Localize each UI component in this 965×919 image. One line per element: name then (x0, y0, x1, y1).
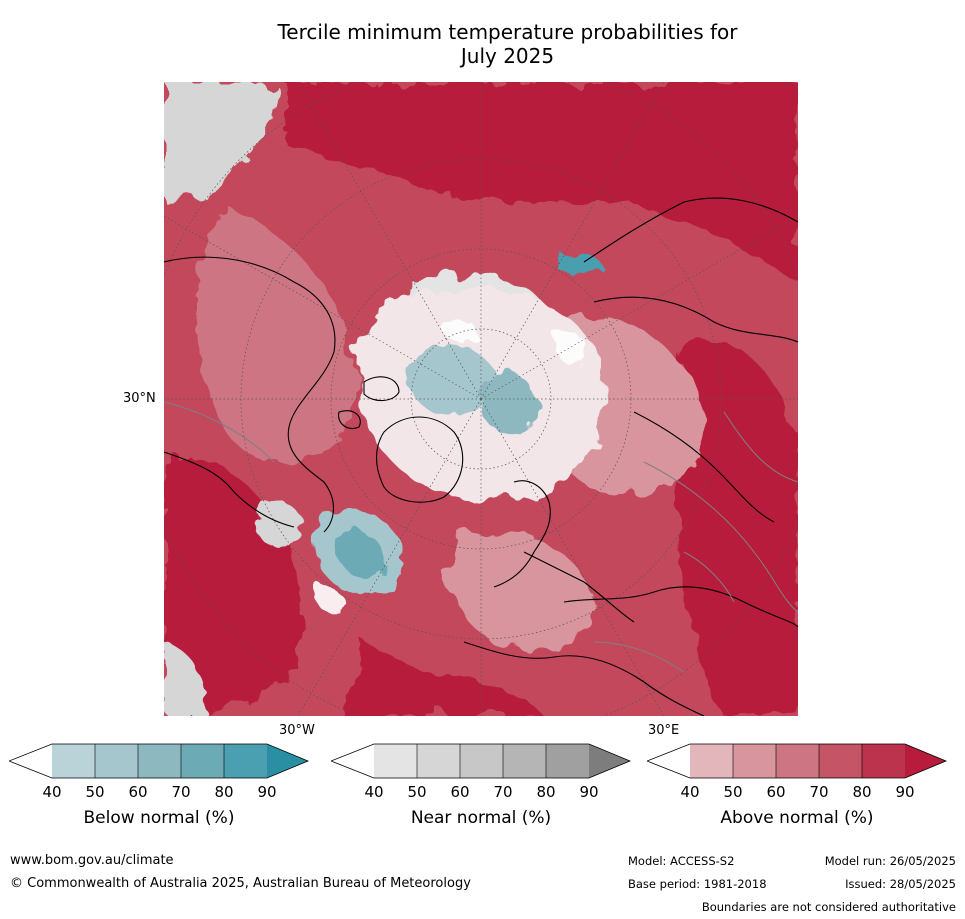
colorbar-near-tick: 90 (579, 783, 599, 801)
colorbar-near-segment-2 (417, 744, 460, 778)
colorbar-near-tick: 60 (450, 783, 470, 801)
colorbar-near-segment-0 (331, 744, 374, 778)
copyright-notice: © Commonwealth of Australia 2025, Austra… (10, 876, 471, 891)
colorbar-above-tick: 50 (723, 783, 743, 801)
colorbar-below-tick: 60 (128, 783, 148, 801)
issued-date: Issued: 28/05/2025 (845, 877, 956, 891)
colorbar-below-label: Below normal (%) (83, 808, 235, 828)
longitude-label-30e: 30°E (648, 723, 680, 738)
colorbar-near-segment-6 (589, 744, 630, 778)
map-title: Tercile minimum temperature probabilitie… (0, 20, 965, 68)
colorbar-near-ticks: 40 50 60 70 80 90 (331, 783, 631, 803)
colorbar-above-tick: 70 (809, 783, 829, 801)
probability-map (164, 82, 798, 716)
colorbar-near-tick: 80 (536, 783, 556, 801)
colorbar-above-normal (647, 743, 947, 779)
colorbar-near-tick: 70 (493, 783, 513, 801)
colorbar-below-normal (9, 743, 309, 779)
colorbar-below-segment-2 (95, 744, 138, 778)
colorbar-below-segment-1 (52, 744, 95, 778)
colorbar-below-segment-4 (181, 744, 224, 778)
map-canvas (164, 82, 798, 716)
colorbar-above-tick: 80 (852, 783, 872, 801)
colorbar-below-tick: 50 (85, 783, 105, 801)
base-period: Base period: 1981-2018 (628, 877, 767, 891)
boundaries-disclaimer: Boundaries are not considered authoritat… (701, 900, 956, 914)
colorbar-below-segment-6 (267, 744, 308, 778)
coastlines (164, 197, 798, 716)
colorbar-near-segment-4 (503, 744, 546, 778)
longitude-gridlines (164, 82, 798, 716)
colorbar-above-segment-4 (819, 744, 862, 778)
colorbar-near-label: Near normal (%) (410, 808, 552, 828)
map-title-line1: Tercile minimum temperature probabilitie… (277, 20, 738, 44)
colorbar-below-tick: 90 (257, 783, 277, 801)
colorbar-near-segment-5 (546, 744, 589, 778)
colorbar-above-ticks: 40 50 60 70 80 90 (647, 783, 947, 803)
model-name: Model: ACCESS-S2 (628, 854, 735, 868)
colorbar-above-tick: 90 (895, 783, 915, 801)
colorbar-near-tick: 50 (407, 783, 427, 801)
map-title-line2: July 2025 (460, 44, 555, 68)
colorbar-below-tick: 40 (42, 783, 62, 801)
longitude-label-30w: 30°W (279, 723, 315, 738)
colorbar-below-segment-0 (9, 744, 52, 778)
colorbar-near-tick: 40 (364, 783, 384, 801)
colorbar-above-label: Above normal (%) (720, 808, 874, 828)
model-run-date: Model run: 26/05/2025 (824, 854, 956, 868)
colorbar-below-ticks: 40 50 60 70 80 90 (9, 783, 309, 803)
colorbar-above-tick: 40 (680, 783, 700, 801)
colorbar-above-segment-6 (905, 744, 946, 778)
colorbar-above-segment-1 (690, 744, 733, 778)
colorbar-below-segment-5 (224, 744, 267, 778)
colorbar-above-tick: 60 (766, 783, 786, 801)
colorbar-near-segment-3 (460, 744, 503, 778)
colorbar-near-normal (331, 743, 631, 779)
colorbar-below-tick: 80 (214, 783, 234, 801)
country-borders (164, 401, 798, 673)
colorbar-below-segment-3 (138, 744, 181, 778)
colorbar-above-segment-2 (733, 744, 776, 778)
colorbar-below-tick: 70 (171, 783, 191, 801)
website-link[interactable]: www.bom.gov.au/climate (10, 853, 174, 868)
latitude-label-30n: 30°N (123, 391, 156, 406)
colorbar-above-segment-3 (776, 744, 819, 778)
colorbar-above-segment-5 (862, 744, 905, 778)
colorbar-above-segment-0 (647, 744, 690, 778)
colorbar-near-segment-1 (374, 744, 417, 778)
